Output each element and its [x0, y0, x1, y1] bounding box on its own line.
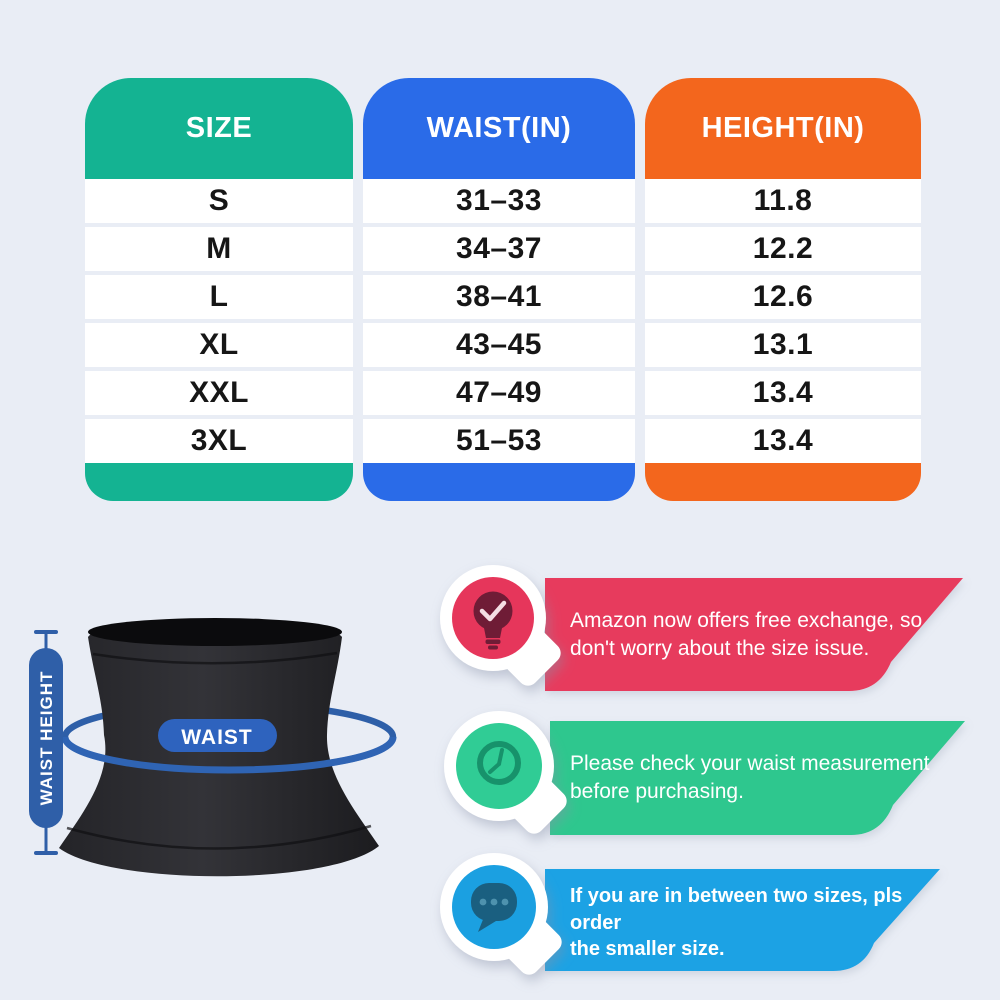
table-cell: L [85, 275, 353, 319]
table-cell: 12.6 [645, 275, 921, 319]
callout-text: If you are in between two sizes, pls ord… [570, 885, 903, 961]
bubble-handle [511, 778, 567, 834]
callout-text: Amazon now offers free exchange, so don'… [570, 608, 923, 660]
table-cell: 3XL [85, 419, 353, 463]
table-cell: 51–53 [363, 419, 635, 463]
waist-height-ruler: WAIST HEIGHT [29, 630, 63, 855]
table-cell: M [85, 227, 353, 271]
bubble-handle [505, 630, 561, 686]
table-cell: 13.4 [645, 371, 921, 415]
table-column-body: 31–33 34–37 38–41 43–45 47–49 51–53 [363, 179, 635, 463]
waist-label: WAIST [181, 726, 253, 749]
clock-icon [477, 741, 521, 785]
callout-banner [545, 869, 940, 971]
table-column-body: 11.8 12.2 12.6 13.1 13.4 13.4 [645, 179, 921, 463]
lightbulb-check-icon [473, 591, 513, 650]
table-cell: 11.8 [645, 179, 921, 223]
table-cell: S [85, 179, 353, 223]
ruler-cap-top [34, 630, 58, 634]
table-footer-bar [363, 463, 635, 501]
callout-free-exchange [440, 565, 963, 691]
table-cell: 47–49 [363, 371, 635, 415]
ruler-cap-bottom [34, 851, 58, 855]
table-cell: 38–41 [363, 275, 635, 319]
waist-ellipse-ring-front [61, 737, 397, 774]
seam-line-top [92, 651, 338, 665]
table-cell: 13.4 [645, 419, 921, 463]
callout-banner [545, 578, 963, 691]
table-cell: 43–45 [363, 323, 635, 367]
table-cell: 31–33 [363, 179, 635, 223]
table-footer-bar [645, 463, 921, 501]
chat-dots-icon [471, 883, 517, 932]
table-column-height-in-: HEIGHT(IN) 11.8 12.2 12.6 13.1 13.4 13.4 [645, 78, 921, 501]
callout-text: Please check your waist measurement befo… [570, 752, 930, 803]
waist-trainer-illustration: WAIST [59, 618, 397, 877]
callout-banner [550, 721, 965, 835]
table-column-body: S M L XL XXL 3XL [85, 179, 353, 463]
table-column-size: SIZE S M L XL XXL 3XL [85, 78, 353, 501]
table-footer-bar [85, 463, 353, 501]
table-header: WAIST(IN) [363, 78, 635, 179]
seam-line-bottom [66, 824, 372, 850]
waist-height-pill [29, 648, 63, 828]
waist-height-label: WAIST HEIGHT [37, 671, 56, 806]
table-header: SIZE [85, 78, 353, 179]
table-cell: 34–37 [363, 227, 635, 271]
waist-trainer-opening [88, 618, 342, 646]
table-column-waist-in-: WAIST(IN) 31–33 34–37 38–41 43–45 47–49 51–53 [363, 78, 635, 501]
table-cell: 12.2 [645, 227, 921, 271]
callout-check-measurement [444, 711, 965, 835]
size-chart-table: SIZE S M L XL XXL 3XL WAIST(IN) 31–33 34–37 38–41 4… [85, 78, 921, 501]
table-cell: 13.1 [645, 323, 921, 367]
callout-between-sizes [440, 853, 940, 975]
table-cell: XXL [85, 371, 353, 415]
check-icon [479, 600, 507, 622]
bubble-handle [506, 919, 562, 975]
table-header: HEIGHT(IN) [645, 78, 921, 179]
table-cell: XL [85, 323, 353, 367]
waist-label-pill [158, 719, 277, 752]
